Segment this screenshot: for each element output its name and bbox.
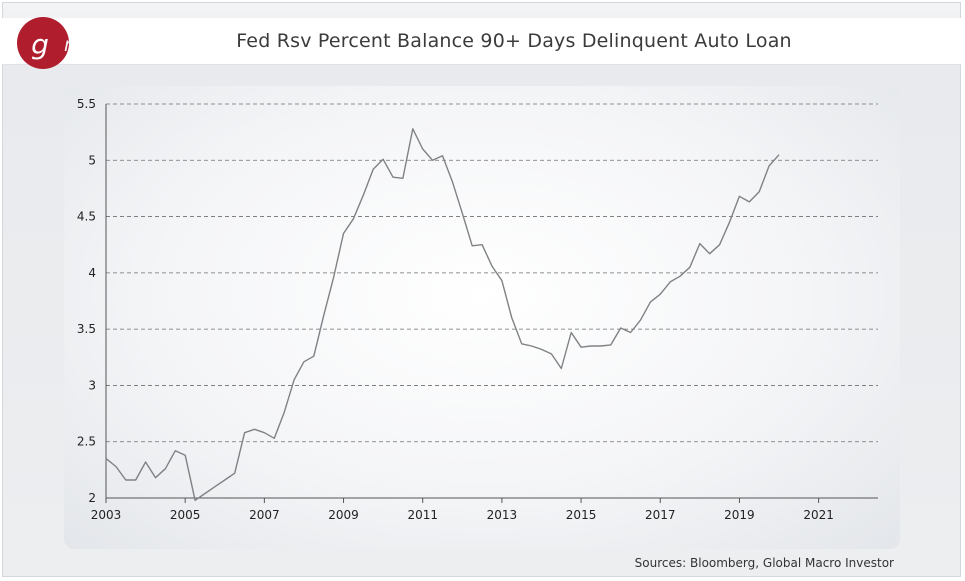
logo-text: g <box>31 28 49 61</box>
y-tick-label: 3.5 <box>77 322 96 336</box>
logo-text-tail: mi <box>64 34 70 56</box>
y-tick-label: 5 <box>88 153 96 167</box>
x-tick-label: 2013 <box>487 508 518 522</box>
y-tick-label: 2.5 <box>77 435 96 449</box>
chart-title: Fed Rsv Percent Balance 90+ Days Delinqu… <box>236 30 792 52</box>
x-tick-label: 2015 <box>566 508 597 522</box>
gmi-logo: g mi <box>17 17 70 69</box>
source-note: Sources: Bloomberg, Global Macro Investo… <box>634 556 894 570</box>
x-tick-label: 2007 <box>249 508 280 522</box>
plot-panel <box>64 86 900 549</box>
y-tick-label: 2 <box>88 491 96 505</box>
header-bar <box>2 18 961 65</box>
x-tick-label: 2003 <box>91 508 122 522</box>
x-tick-label: 2017 <box>645 508 676 522</box>
x-tick-label: 2019 <box>724 508 755 522</box>
x-tick-label: 2009 <box>328 508 359 522</box>
x-tick-label: 2011 <box>407 508 438 522</box>
x-tick-label: 2021 <box>803 508 834 522</box>
y-tick-label: 4 <box>88 266 96 280</box>
y-tick-label: 3 <box>88 378 96 392</box>
y-tick-label: 5.5 <box>77 97 96 111</box>
y-tick-label: 4.5 <box>77 210 96 224</box>
logo-circle <box>17 17 69 69</box>
x-tick-label: 2005 <box>170 508 201 522</box>
series-line <box>105 128 780 501</box>
